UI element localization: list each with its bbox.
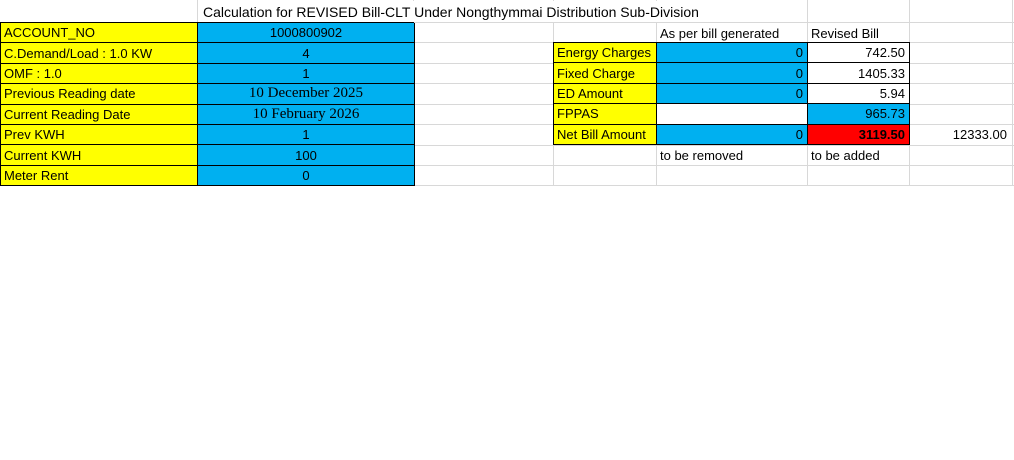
note-to-be-added[interactable]: to be added <box>811 147 880 163</box>
cell-current-kwh-label[interactable]: Current KWH <box>1 145 198 166</box>
gridline <box>0 83 1014 84</box>
cell-previous-reading-date-value[interactable]: 10 December 2025 <box>198 84 415 105</box>
cell-omf-label[interactable]: OMF : 1.0 <box>1 63 198 85</box>
cell-meter-rent-label[interactable]: Meter Rent <box>1 165 198 187</box>
cell-net-bill-amount-revised[interactable]: 3119.50 <box>808 124 910 145</box>
gridline <box>0 165 1014 166</box>
cell-fppas-label[interactable]: FPPAS <box>554 104 657 125</box>
sheet-title: Calculation for REVISED Bill-CLT Under N… <box>203 3 699 20</box>
cell-ed-amount-label[interactable]: ED Amount <box>554 83 657 105</box>
cell-current-reading-date-value[interactable]: 10 February 2026 <box>198 104 415 125</box>
cell-fixed-charge-generated[interactable]: 0 <box>657 63 808 84</box>
cell-net-bill-extra-value[interactable]: 12333.00 <box>952 126 1007 142</box>
cell-fixed-charge-label[interactable]: Fixed Charge <box>554 63 657 84</box>
cell-previous-reading-date-label[interactable]: Previous Reading date <box>1 84 198 105</box>
cell-account-no-label[interactable]: ACCOUNT_NO <box>1 23 198 44</box>
cell-current-reading-date-label[interactable]: Current Reading Date <box>1 104 198 125</box>
gridline <box>0 185 1014 186</box>
note-to-be-removed[interactable]: to be removed <box>660 147 744 163</box>
cell-demand-load-value[interactable]: 4 <box>198 43 415 64</box>
cell-prev-kwh-label[interactable]: Prev KWH <box>1 124 198 146</box>
sheet-title-cell[interactable]: Calculation for REVISED Bill-CLT Under N… <box>198 1 807 22</box>
cell-net-bill-amount-label[interactable]: Net Bill Amount <box>554 124 657 145</box>
gridline <box>0 63 1014 64</box>
cell-demand-load-label[interactable]: C.Demand/Load : 1.0 KW <box>1 43 198 64</box>
cell-fixed-charge-revised[interactable]: 1405.33 <box>808 63 910 84</box>
cell-fppas-generated[interactable] <box>657 104 808 125</box>
cell-omf-value[interactable]: 1 <box>198 63 415 85</box>
cell-energy-charges-label[interactable]: Energy Charges <box>554 43 657 64</box>
gridline <box>0 22 1014 23</box>
cell-energy-charges-generated[interactable]: 0 <box>657 43 808 64</box>
gridline <box>0 124 1014 125</box>
cell-fppas-revised[interactable]: 965.73 <box>808 104 910 125</box>
cell-prev-kwh-value[interactable]: 1 <box>198 124 415 146</box>
gridline <box>0 42 1014 43</box>
cell-ed-amount-generated[interactable]: 0 <box>657 83 808 105</box>
gridline <box>0 145 1014 146</box>
cell-account-no-value[interactable]: 1000800902 <box>198 23 415 44</box>
gridline <box>1012 0 1013 185</box>
cell-net-bill-amount-generated[interactable]: 0 <box>657 124 808 145</box>
column-header-as-per-bill-generated[interactable]: As per bill generated <box>660 25 780 41</box>
billing-comparison-table: Energy Charges 0 742.50 Fixed Charge 0 1… <box>553 42 910 145</box>
cell-meter-rent-value[interactable]: 0 <box>198 165 415 187</box>
cell-energy-charges-revised[interactable]: 742.50 <box>808 43 910 64</box>
column-header-revised-bill[interactable]: Revised Bill <box>811 25 879 41</box>
cell-current-kwh-value[interactable]: 100 <box>198 145 415 166</box>
account-info-table: ACCOUNT_NO 1000800902 C.Demand/Load : 1.… <box>0 22 415 187</box>
cell-ed-amount-revised[interactable]: 5.94 <box>808 83 910 105</box>
gridline <box>0 104 1014 105</box>
